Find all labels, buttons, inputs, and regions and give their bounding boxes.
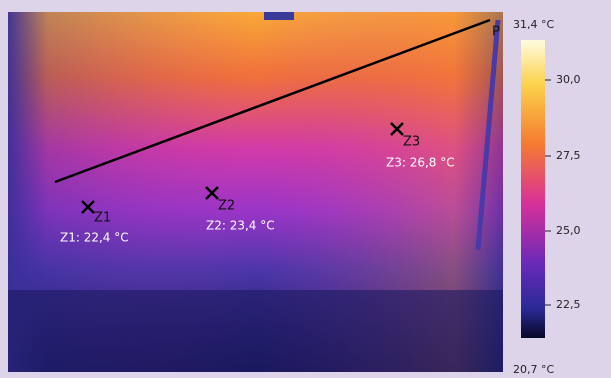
scale-tick-label: 22,5 <box>556 298 581 311</box>
color-scale: 31,4 °C 20,7 °C 30,0 27,5 25,0 22,5 <box>513 18 581 376</box>
scale-bar <box>521 40 545 338</box>
scale-tick-label: 27,5 <box>556 149 581 162</box>
spot-id: Z1 <box>94 211 111 226</box>
scale-tick-label: 25,0 <box>556 224 581 237</box>
scale-max: 31,4 °C <box>513 18 554 31</box>
spot-id: Z3 <box>403 135 420 150</box>
spot-label: Z1: 22,4 °C <box>60 231 129 245</box>
screen: P Z1 Z1: 22,4 °C Z2 Z2: 23,4 °C Z3 Z3: 2… <box>0 0 611 378</box>
scale-tick-label: 30,0 <box>556 73 581 86</box>
line-label: P <box>492 25 500 40</box>
spot-label: Z2: 23,4 °C <box>206 219 275 233</box>
spot-id: Z2 <box>218 199 235 214</box>
floor-shade <box>8 290 503 372</box>
scale-ticks: 30,0 27,5 25,0 22,5 <box>545 73 581 311</box>
spot-label: Z3: 26,8 °C <box>386 156 455 170</box>
top-object <box>264 12 294 20</box>
scale-min: 20,7 °C <box>513 363 554 376</box>
thermal-image: P <box>8 12 503 372</box>
